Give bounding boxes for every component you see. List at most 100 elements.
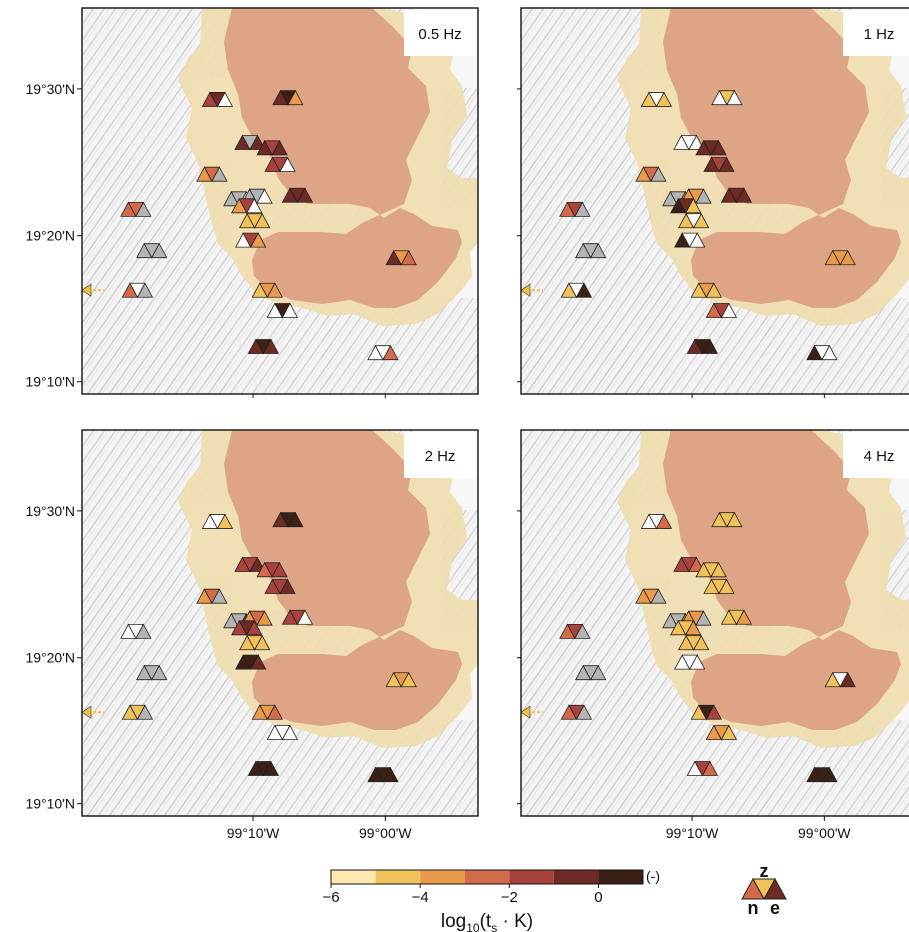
station-marker xyxy=(674,232,706,248)
component-z xyxy=(393,672,410,688)
component-z xyxy=(241,135,259,151)
component-z xyxy=(718,90,736,106)
component-z xyxy=(271,157,289,173)
station-marker xyxy=(559,623,591,640)
component-z xyxy=(242,232,259,248)
station-marker xyxy=(256,139,288,156)
component-z xyxy=(677,620,694,636)
colorbar-bin xyxy=(598,870,643,884)
component-z xyxy=(813,345,831,361)
station-marker xyxy=(670,197,702,214)
legend-z-triangle xyxy=(752,878,776,901)
component-z xyxy=(143,243,160,259)
frequency-label: 0.5 Hz xyxy=(404,10,476,56)
station-marker xyxy=(690,282,722,299)
station-marker xyxy=(720,609,753,626)
frequency-label-text: 2 Hz xyxy=(425,448,456,465)
y-tick-label: 19°10'N xyxy=(25,796,75,812)
station-marker xyxy=(705,302,738,319)
colorbar-bin xyxy=(464,870,510,884)
station-marker xyxy=(367,766,399,783)
component-z xyxy=(209,514,226,530)
map-panel: 2 Hz xyxy=(81,429,479,817)
component-z xyxy=(681,232,698,248)
colorbar-tick-label: −4 xyxy=(412,889,429,906)
component-z xyxy=(259,282,276,299)
frequency-label: 4 Hz xyxy=(843,432,909,478)
component-z xyxy=(143,665,160,681)
component-z xyxy=(238,198,255,214)
station-marker xyxy=(231,619,263,636)
component-z xyxy=(246,213,263,229)
component-z xyxy=(832,250,849,266)
panel-frame xyxy=(520,7,909,395)
component-z xyxy=(677,198,694,214)
station-marker xyxy=(196,588,228,605)
station-marker xyxy=(231,197,263,214)
colorbar-bin xyxy=(420,870,465,884)
station-marker xyxy=(272,89,304,106)
component-z xyxy=(698,704,715,721)
station-marker xyxy=(196,166,228,183)
station-marker xyxy=(635,588,667,605)
component-z xyxy=(680,557,698,573)
component-z xyxy=(129,704,146,721)
station-marker xyxy=(235,232,267,248)
y-tick-label: 19°30'N xyxy=(25,81,75,97)
frequency-label-text: 4 Hz xyxy=(864,448,895,465)
frequency-label-text: 0.5 Hz xyxy=(418,26,461,43)
station-marker xyxy=(670,619,702,636)
component-z xyxy=(710,157,728,173)
colorbar-tick-label: −6 xyxy=(322,889,339,906)
colorbar-bin xyxy=(375,870,421,884)
station-marker xyxy=(120,201,152,218)
component-z xyxy=(209,92,226,108)
colorbar-tick-label: −2 xyxy=(501,889,518,906)
component-z xyxy=(248,610,266,627)
y-tick-label: 19°20'N xyxy=(25,650,75,666)
y-tick-label: 19°30'N xyxy=(25,503,75,519)
map-panel: 4 Hz xyxy=(520,429,909,817)
component-z xyxy=(710,579,728,595)
station-marker xyxy=(703,578,735,595)
station-marker xyxy=(640,513,673,530)
colorbar-tick-label: 0 xyxy=(594,889,602,906)
station-marker xyxy=(264,578,296,595)
station-marker xyxy=(806,766,838,783)
lake-inner-area xyxy=(663,8,901,308)
component-z xyxy=(566,201,584,218)
colorbar-axis-label: log10(ts · K) xyxy=(441,911,533,932)
colorbar-bin xyxy=(509,870,554,884)
component-z xyxy=(568,282,585,299)
station-marker xyxy=(234,134,266,151)
station-marker xyxy=(824,671,856,688)
colorbar-frame xyxy=(330,869,644,885)
component-z xyxy=(680,135,698,151)
station-marker xyxy=(251,282,283,299)
component-z xyxy=(274,725,291,741)
station-marker xyxy=(806,344,838,361)
panel-frame xyxy=(81,429,479,817)
map-panel: 0.5 Hz xyxy=(81,7,479,395)
station-marker xyxy=(575,242,607,259)
station-marker xyxy=(201,513,234,530)
component-z xyxy=(687,188,705,205)
component-z xyxy=(248,188,266,205)
station-marker xyxy=(674,654,706,670)
component-z xyxy=(681,654,698,670)
component-z xyxy=(648,514,665,530)
station-marker xyxy=(711,511,743,528)
component-z xyxy=(289,609,306,626)
component-z xyxy=(642,166,660,183)
component-z xyxy=(813,767,831,783)
station-marker xyxy=(575,664,607,681)
component-z xyxy=(374,767,392,783)
station-marker xyxy=(824,249,856,266)
component-z xyxy=(642,588,660,605)
station-marker xyxy=(560,704,593,721)
station-marker xyxy=(266,724,299,741)
component-z xyxy=(374,345,392,361)
offmap-arrow xyxy=(521,705,543,719)
x-tick-label: 99°00'W xyxy=(359,825,412,841)
station-marker xyxy=(686,338,719,355)
